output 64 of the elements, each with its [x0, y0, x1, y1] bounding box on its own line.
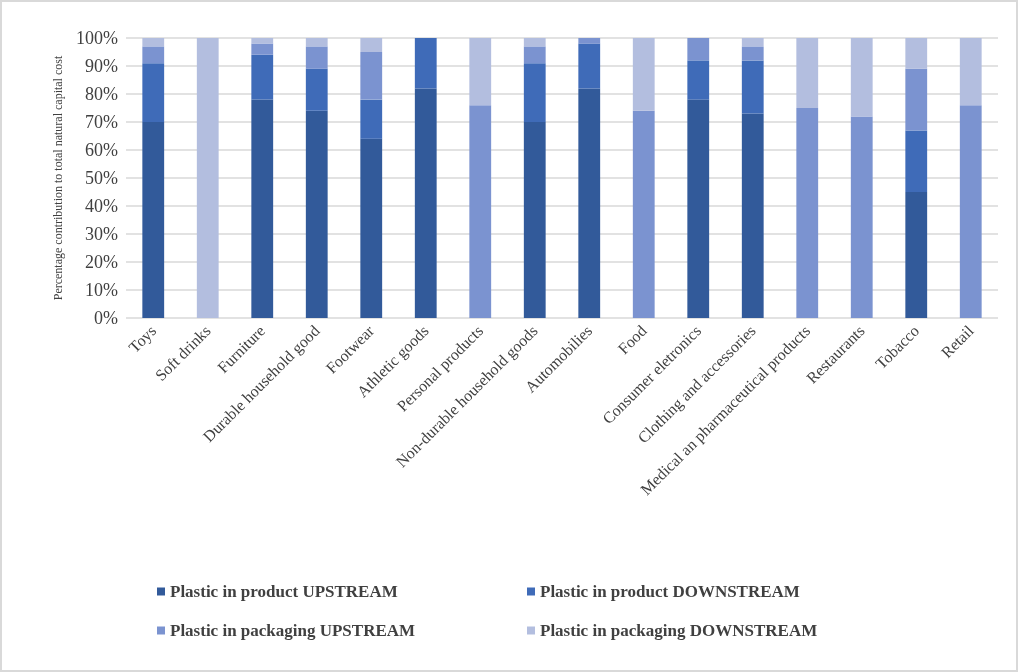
bar	[741, 46, 764, 61]
bar	[523, 46, 546, 64]
bar	[305, 68, 328, 111]
bar	[305, 110, 328, 318]
legend-label: Plastic in packaging UPSTREAM	[170, 621, 416, 640]
bar	[578, 43, 601, 89]
bar	[959, 38, 982, 106]
bar	[578, 38, 601, 44]
bar	[523, 63, 546, 122]
bar	[251, 43, 274, 55]
bar	[523, 122, 546, 318]
bar	[360, 138, 383, 318]
y-tick-label: 30%	[85, 224, 118, 244]
bar	[578, 88, 601, 318]
bar	[905, 192, 928, 318]
bar	[687, 99, 710, 318]
bar	[305, 46, 328, 69]
bar	[905, 130, 928, 192]
y-tick-label: 40%	[85, 196, 118, 216]
bar	[796, 108, 819, 318]
y-tick-label: 60%	[85, 140, 118, 160]
bar	[251, 54, 274, 100]
bar	[523, 38, 546, 47]
bar	[360, 52, 383, 100]
bar	[196, 38, 219, 318]
y-tick-label: 20%	[85, 252, 118, 272]
bar	[796, 38, 819, 108]
legend-label: Plastic in packaging DOWNSTREAM	[540, 621, 818, 640]
bar	[632, 110, 655, 318]
bar	[687, 38, 710, 61]
y-tick-label: 100%	[76, 28, 118, 48]
legend-label: Plastic in product UPSTREAM	[170, 582, 398, 601]
bar	[414, 88, 437, 318]
bar	[687, 60, 710, 100]
bar	[905, 68, 928, 131]
bar	[305, 38, 328, 47]
y-tick-label: 50%	[85, 168, 118, 188]
bar	[251, 38, 274, 44]
bar	[959, 105, 982, 318]
bar	[850, 38, 873, 117]
bar	[469, 105, 492, 318]
bar	[632, 38, 655, 111]
bar	[142, 46, 165, 64]
x-tick-label: Toys	[125, 321, 160, 357]
legend-label: Plastic in product DOWNSTREAM	[540, 582, 800, 601]
bar	[251, 99, 274, 318]
bar	[905, 38, 928, 69]
bar	[741, 60, 764, 114]
y-axis-title: Percentage contribution to total natural capital cost	[51, 55, 65, 301]
bar	[360, 99, 383, 139]
bar	[142, 38, 165, 47]
bar	[469, 38, 492, 106]
bar	[741, 113, 764, 318]
y-tick-label: 80%	[85, 84, 118, 104]
bar	[360, 38, 383, 52]
y-tick-label: 0%	[94, 308, 118, 328]
bar	[741, 38, 764, 47]
bar	[414, 38, 437, 89]
y-tick-label: 90%	[85, 56, 118, 76]
bar	[142, 63, 165, 122]
bar	[142, 122, 165, 318]
y-tick-label: 10%	[85, 280, 118, 300]
y-tick-label: 70%	[85, 112, 118, 132]
bar	[850, 116, 873, 318]
